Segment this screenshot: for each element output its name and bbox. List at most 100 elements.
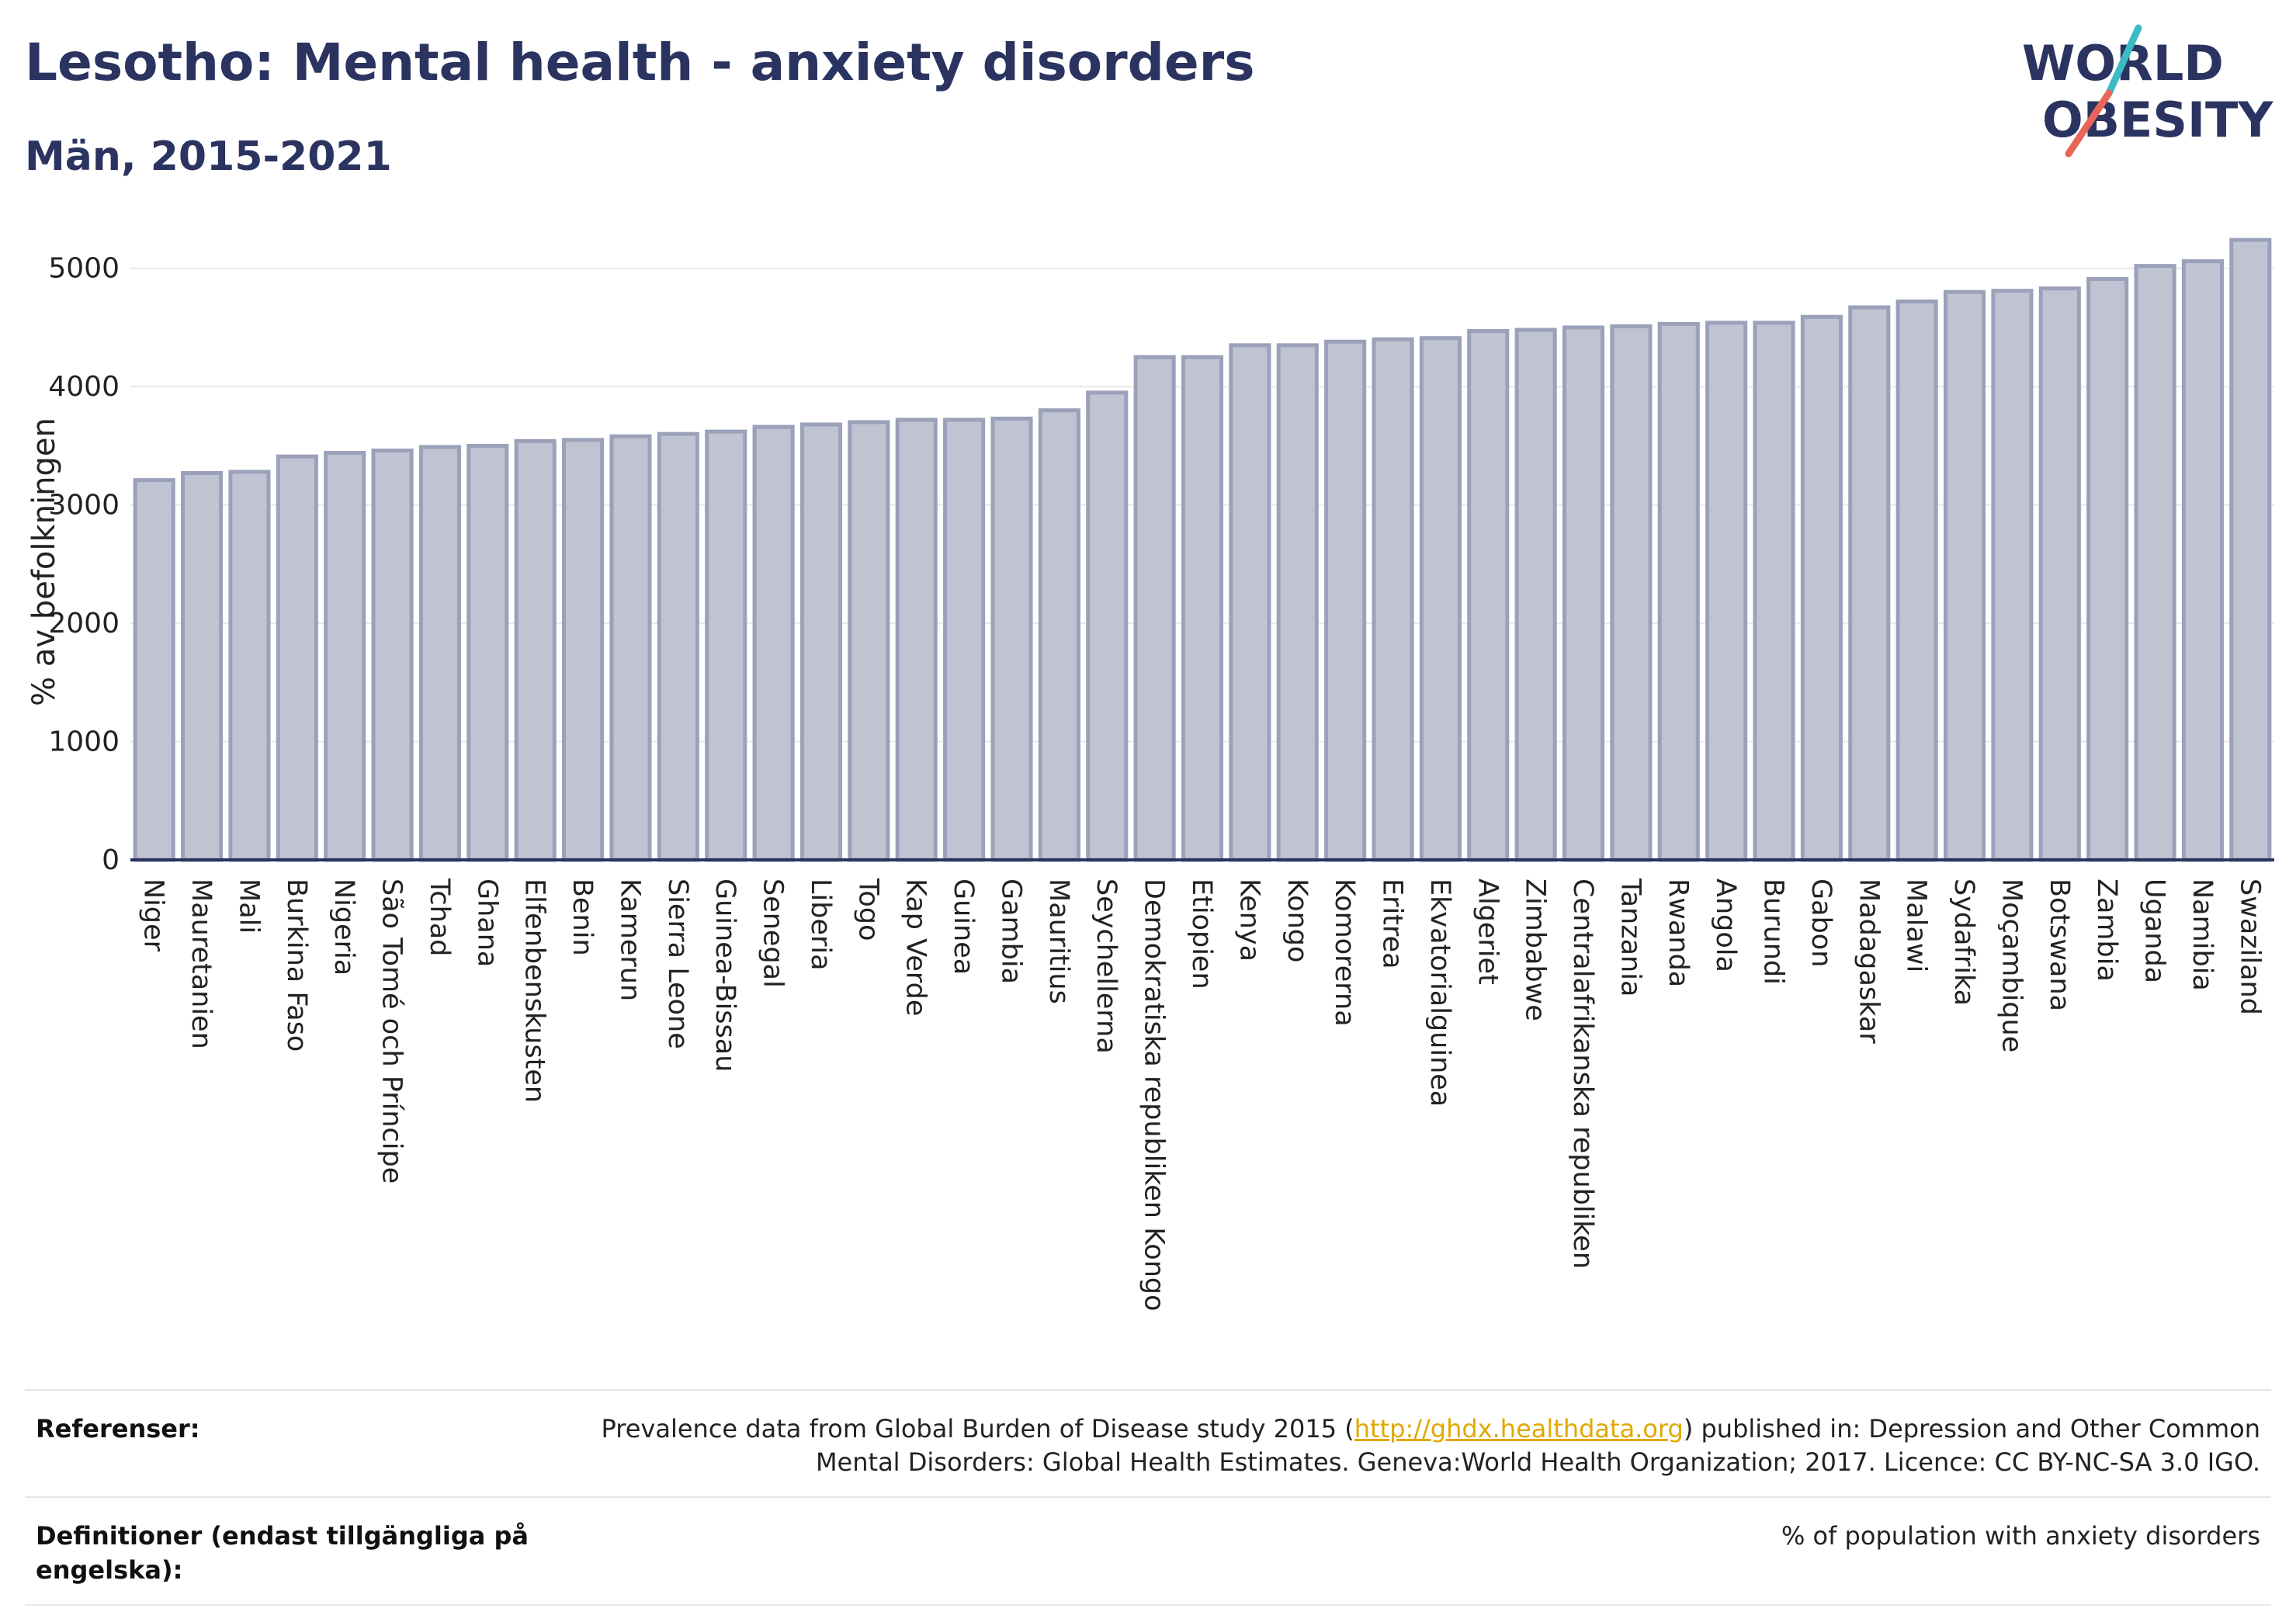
x-tick-label: Burundi [1758, 879, 1789, 985]
logo-slash-bottom [2065, 89, 2113, 158]
bar[interactable] [466, 443, 509, 862]
y-tick-label: 4000 [48, 371, 120, 403]
footer: Referenser: Prevalence data from Global … [25, 1389, 2271, 1606]
bar[interactable] [2038, 286, 2081, 862]
bar[interactable] [848, 420, 890, 862]
bar[interactable] [1276, 343, 1319, 862]
bar[interactable] [371, 449, 414, 862]
bar[interactable] [1753, 321, 1795, 862]
bar[interactable] [990, 416, 1033, 862]
bar[interactable] [1991, 289, 2034, 862]
bars [133, 237, 2272, 862]
x-tick-label: Niger [138, 879, 169, 952]
x-tick-label: Namibia [2187, 879, 2218, 991]
definitions-label: Definitioner (endast tillgängliga på eng… [36, 1521, 529, 1585]
bar[interactable] [1133, 355, 1176, 862]
x-tick-label: Mauretanien [186, 879, 217, 1049]
bar[interactable] [324, 451, 366, 862]
page-title: Lesotho: Mental health - anxiety disorde… [25, 33, 1255, 92]
x-tick-label: Gabon [1805, 879, 1836, 967]
bar[interactable] [1705, 321, 1748, 862]
x-tick-label: Togo [852, 878, 883, 941]
x-tick-label: Algeriet [1472, 879, 1503, 985]
bar[interactable] [1848, 305, 1891, 862]
bar[interactable] [562, 438, 605, 862]
x-tick-label: Etiopien [1186, 879, 1217, 989]
bar[interactable] [1038, 408, 1080, 862]
y-tick-label: 0 [102, 844, 120, 876]
x-tick-label: Ghana [471, 879, 502, 967]
definitions-text: % of population with anxiety disorders [1781, 1521, 2260, 1551]
bar[interactable] [1895, 299, 1938, 862]
x-tick-label: Liberia [805, 879, 836, 971]
references-label: Referenser: [36, 1414, 200, 1444]
x-tick-label: Kongo [1282, 879, 1313, 962]
y-tick-label: 5000 [48, 253, 120, 285]
bar[interactable] [752, 425, 795, 862]
references-row: Referenser: Prevalence data from Global … [25, 1389, 2271, 1496]
references-text: Prevalence data from Global Burden of Di… [568, 1412, 2260, 1479]
x-tick-label: Uganda [2139, 879, 2170, 983]
x-tick-label: Guinea [948, 879, 979, 975]
x-tick-label: Swaziland [2234, 879, 2265, 1015]
logo-slash-top [2105, 24, 2142, 97]
page-subtitle: Män, 2015-2021 [25, 133, 392, 180]
bar[interactable] [1372, 337, 1414, 862]
x-tick-label: Zimbabwe [1520, 879, 1551, 1021]
references-pre: Prevalence data from Global Burden of Di… [601, 1414, 1354, 1444]
bar[interactable] [657, 431, 699, 862]
bar[interactable] [514, 438, 557, 862]
y-tick-label: 1000 [48, 726, 120, 758]
bar[interactable] [181, 470, 224, 862]
bar[interactable] [418, 445, 462, 862]
x-tick-label: Tchad [424, 878, 455, 957]
bar[interactable] [2181, 259, 2224, 862]
bar[interactable] [1419, 336, 1462, 862]
x-tick-label: Kap Verde [900, 879, 931, 1016]
x-tick-label: Ekvatorialguinea [1424, 879, 1455, 1107]
x-tick-label: Gambia [995, 879, 1026, 984]
y-axis-title: % av befolkningen [26, 418, 62, 706]
x-tick-label: Senegal [758, 879, 789, 988]
x-tick-label: São Tomé och Príncipe [376, 879, 408, 1184]
bar[interactable] [1514, 328, 1557, 862]
y-tick-label: 3000 [48, 490, 120, 522]
bar[interactable] [2229, 237, 2272, 862]
x-tick-label: Seychellerna [1091, 879, 1122, 1054]
x-tick-label: Kenya [1233, 879, 1264, 962]
x-tick-label: Tanzania [1614, 878, 1646, 996]
x-tick-label: Mauritius [1043, 879, 1074, 1004]
x-tick-label: Zambia [2091, 879, 2122, 982]
bar[interactable] [1562, 325, 1605, 862]
world-obesity-logo[interactable]: WORLD OBESITY [2022, 22, 2286, 169]
bar[interactable] [228, 470, 271, 862]
bar[interactable] [1086, 390, 1129, 862]
bar[interactable] [133, 478, 175, 862]
bar[interactable] [1800, 314, 1843, 862]
x-tick-label: Moçambique [1996, 879, 2027, 1052]
bar[interactable] [1324, 339, 1367, 862]
x-tick-label: Elfenbenskusten [519, 879, 550, 1103]
x-tick-label: Malawi [1901, 879, 1932, 972]
bar[interactable] [2086, 276, 2129, 862]
bar[interactable] [943, 418, 986, 862]
bar[interactable] [1229, 343, 1271, 862]
x-tick-label: Burkina Faso [281, 879, 312, 1052]
x-tick-label: Botswana [2044, 879, 2075, 1011]
x-tick-label: Centralafrikanska republiken [1567, 879, 1598, 1269]
bar[interactable] [609, 434, 652, 862]
bar[interactable] [705, 429, 747, 862]
bar[interactable] [895, 418, 938, 862]
bar[interactable] [1181, 355, 1224, 862]
bar[interactable] [799, 422, 843, 862]
references-link[interactable]: http://ghdx.healthdata.org [1354, 1414, 1684, 1444]
bar[interactable] [1610, 324, 1653, 862]
x-tick-label: Rwanda [1663, 879, 1694, 987]
x-tick-label: Mali [233, 879, 264, 934]
bar[interactable] [1657, 321, 1700, 862]
bar[interactable] [1943, 289, 1986, 862]
bar[interactable] [276, 454, 318, 862]
bar[interactable] [1467, 329, 1510, 862]
bar[interactable] [2134, 264, 2176, 862]
x-tick-label: Demokratiska republiken Kongo [1139, 879, 1170, 1312]
